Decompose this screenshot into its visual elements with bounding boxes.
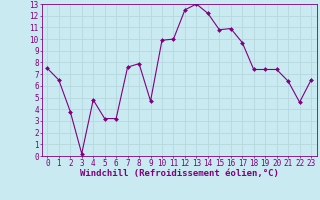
X-axis label: Windchill (Refroidissement éolien,°C): Windchill (Refroidissement éolien,°C) (80, 169, 279, 178)
